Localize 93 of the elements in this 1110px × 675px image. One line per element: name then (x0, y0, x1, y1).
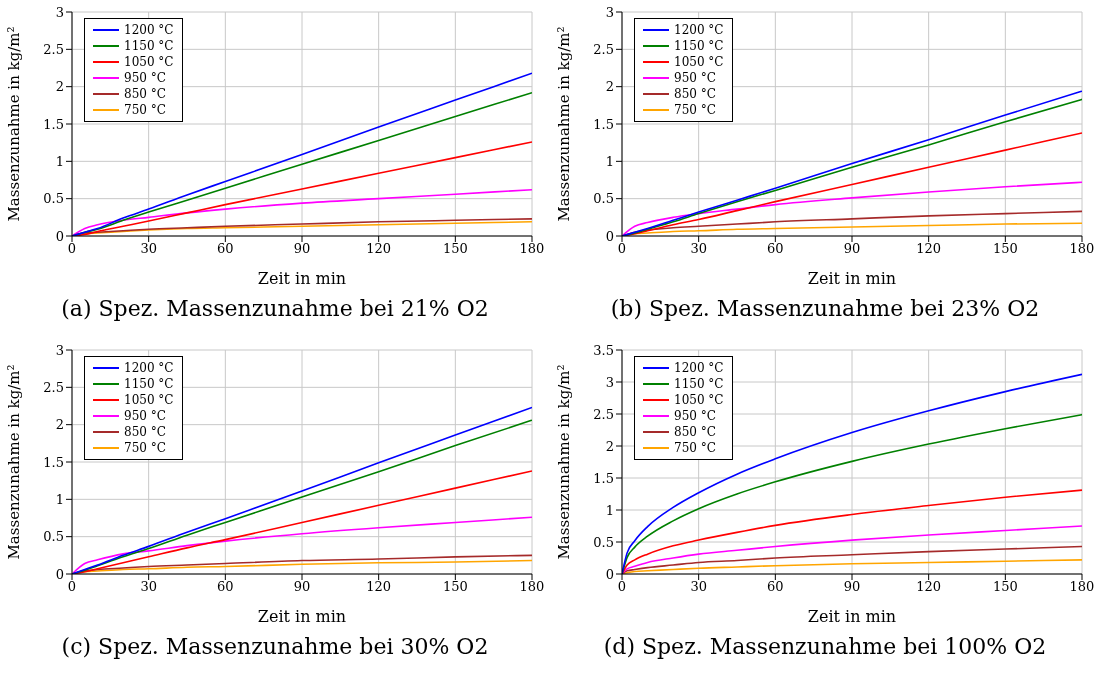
y-tick-label: 2.5 (593, 41, 614, 57)
x-tick-label: 30 (690, 578, 707, 594)
x-tick-label: 90 (843, 241, 861, 257)
legend-label: 950 °C (674, 70, 716, 86)
x-tick-label: 60 (767, 241, 784, 257)
text: (b) Spez. Massenzunahme bei 23% O2 (609, 296, 1041, 321)
legend-label: 750 °C (674, 439, 716, 456)
y-tick-label: 0.5 (43, 191, 64, 207)
text: (a) Spez. Massenzunahme bei 21% O2 (60, 296, 490, 321)
x-tick-label: 180 (519, 241, 545, 257)
y-tick-label: 0 (605, 566, 614, 582)
legend-label: 1200 °C (674, 22, 724, 38)
x-tick-label: 60 (217, 578, 234, 594)
legend-label: 1050 °C (124, 54, 174, 70)
y-tick-label: 1 (55, 491, 64, 507)
x-tick-label: 30 (690, 241, 707, 257)
x-tick-label: 150 (992, 578, 1018, 594)
y-tick-label: 1.5 (593, 116, 614, 132)
legend-label: 1200 °C (674, 359, 724, 376)
x-tick-label: 180 (519, 578, 545, 594)
x-tick-label: 0 (617, 578, 627, 594)
legend-label: 850 °C (124, 423, 166, 440)
legend-label: 750 °C (124, 102, 166, 118)
legend-label: 1150 °C (124, 375, 174, 392)
y-tick-label: 3.5 (593, 342, 614, 358)
x-tick-label: 90 (843, 578, 861, 594)
y-tick-label: 1 (605, 502, 614, 518)
y-tick-label: 2 (55, 79, 64, 95)
y-tick-label: 2.5 (593, 406, 614, 422)
legend-label: 1200 °C (124, 22, 174, 38)
legend-label: 950 °C (124, 407, 166, 424)
legend-label: 1150 °C (124, 38, 174, 54)
legend-label: 850 °C (124, 86, 166, 102)
y-tick-label: 1.5 (593, 470, 614, 486)
x-tick-label: 150 (442, 578, 468, 594)
legend-label: 950 °C (124, 70, 166, 86)
x-tick-label: 60 (217, 241, 234, 257)
text: (c) Spez. Massenzunahme bei 30% O2 (60, 633, 490, 659)
y-tick-label: 1.5 (43, 116, 64, 132)
x-tick-label: 180 (1069, 241, 1095, 257)
legend-label: 1050 °C (674, 54, 724, 70)
y-tick-label: 3 (55, 4, 64, 20)
legend-label: 1200 °C (124, 359, 174, 376)
x-tick-label: 150 (442, 241, 468, 257)
y-tick-label: 0 (55, 566, 64, 582)
x-tick-label: 30 (140, 241, 157, 257)
y-tick-label: 3 (55, 342, 64, 358)
x-axis-title: Zeit in min (257, 606, 347, 626)
x-tick-label: 180 (1069, 578, 1095, 594)
y-tick-label: 2 (605, 438, 614, 454)
legend-label: 850 °C (674, 423, 716, 440)
y-tick-label: 3 (605, 4, 614, 20)
x-axis-title: Zeit in min (257, 269, 347, 288)
y-tick-label: 0.5 (593, 534, 614, 550)
x-tick-label: 90 (293, 578, 311, 594)
y-tick-label: 2 (605, 79, 614, 95)
x-tick-label: 0 (67, 578, 77, 594)
y-tick-label: 3 (605, 374, 614, 390)
y-tick-label: 2 (55, 416, 64, 432)
y-tick-label: 2.5 (43, 41, 64, 57)
legend-label: 1050 °C (124, 391, 174, 408)
legend-label: 1050 °C (674, 391, 724, 408)
y-tick-label: 1.5 (43, 454, 64, 470)
y-tick-label: 1 (605, 153, 614, 169)
text: (d) Spez. Massenzunahme bei 100% O2 (602, 633, 1048, 659)
x-tick-label: 150 (992, 241, 1018, 257)
x-tick-label: 30 (140, 578, 157, 594)
x-tick-label: 120 (366, 241, 392, 257)
legend-label: 750 °C (674, 102, 716, 118)
legend-label: 1150 °C (674, 375, 724, 392)
y-tick-label: 0.5 (43, 528, 64, 544)
y-axis-title: Massenzunahme in kg/m² (555, 363, 574, 560)
x-axis-title: Zeit in min (807, 606, 897, 626)
y-tick-label: 0 (605, 228, 614, 244)
x-tick-label: 0 (67, 241, 77, 257)
x-tick-label: 90 (293, 241, 311, 257)
y-axis-title: Massenzunahme in kg/m² (555, 26, 574, 222)
legend-label: 1150 °C (674, 38, 724, 54)
legend-label: 950 °C (674, 407, 716, 424)
x-axis-title: Zeit in min (807, 269, 897, 288)
legend-label: 850 °C (674, 86, 716, 102)
x-tick-label: 120 (366, 578, 392, 594)
y-tick-label: 0.5 (593, 191, 614, 207)
y-tick-label: 1 (55, 153, 64, 169)
x-tick-label: 120 (916, 578, 942, 594)
x-tick-label: 120 (916, 241, 942, 257)
y-axis-title: Massenzunahme in kg/m² (5, 363, 24, 560)
y-axis-title: Massenzunahme in kg/m² (5, 26, 24, 222)
x-tick-label: 60 (767, 578, 784, 594)
x-tick-label: 0 (617, 241, 627, 257)
legend-label: 750 °C (124, 439, 166, 456)
y-tick-label: 0 (55, 228, 64, 244)
y-tick-label: 2.5 (43, 379, 64, 395)
